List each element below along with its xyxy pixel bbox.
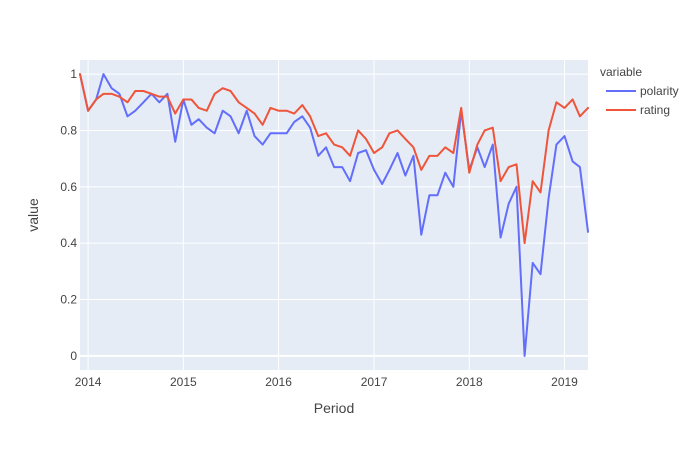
- y-tick-label: 0.6: [60, 180, 77, 194]
- legend[interactable]: variable polarity rating: [600, 65, 679, 117]
- y-tick-label: 1: [70, 67, 77, 81]
- x-tick-label: 2019: [551, 375, 578, 389]
- y-tick-labels: 0 0.2 0.4 0.6 0.8 1: [60, 67, 77, 363]
- y-tick-label: 0.2: [60, 293, 77, 307]
- y-tick-label: 0.8: [60, 123, 77, 137]
- x-axis-title: Period: [314, 400, 354, 416]
- x-tick-label: 2018: [456, 375, 483, 389]
- legend-label-rating: rating: [640, 103, 670, 117]
- x-tick-label: 2015: [170, 375, 197, 389]
- x-tick-label: 2017: [361, 375, 388, 389]
- y-gridlines: [80, 73, 588, 357]
- y-axis-title: value: [25, 198, 41, 232]
- y-tick-label: 0.4: [60, 236, 77, 250]
- legend-title: variable: [600, 65, 642, 79]
- plot-area: [80, 60, 588, 370]
- x-tick-label: 2014: [75, 375, 102, 389]
- legend-item-rating[interactable]: rating: [606, 103, 670, 117]
- x-tick-label: 2016: [265, 375, 292, 389]
- legend-item-polarity[interactable]: polarity: [606, 84, 679, 98]
- series-layer: [79, 73, 589, 357]
- series-line-rating[interactable]: [79, 73, 589, 245]
- x-tick-labels: 2014 2015 2016 2017 2018 2019: [75, 375, 578, 389]
- y-tick-label: 0: [70, 349, 77, 363]
- legend-label-polarity: polarity: [640, 84, 679, 98]
